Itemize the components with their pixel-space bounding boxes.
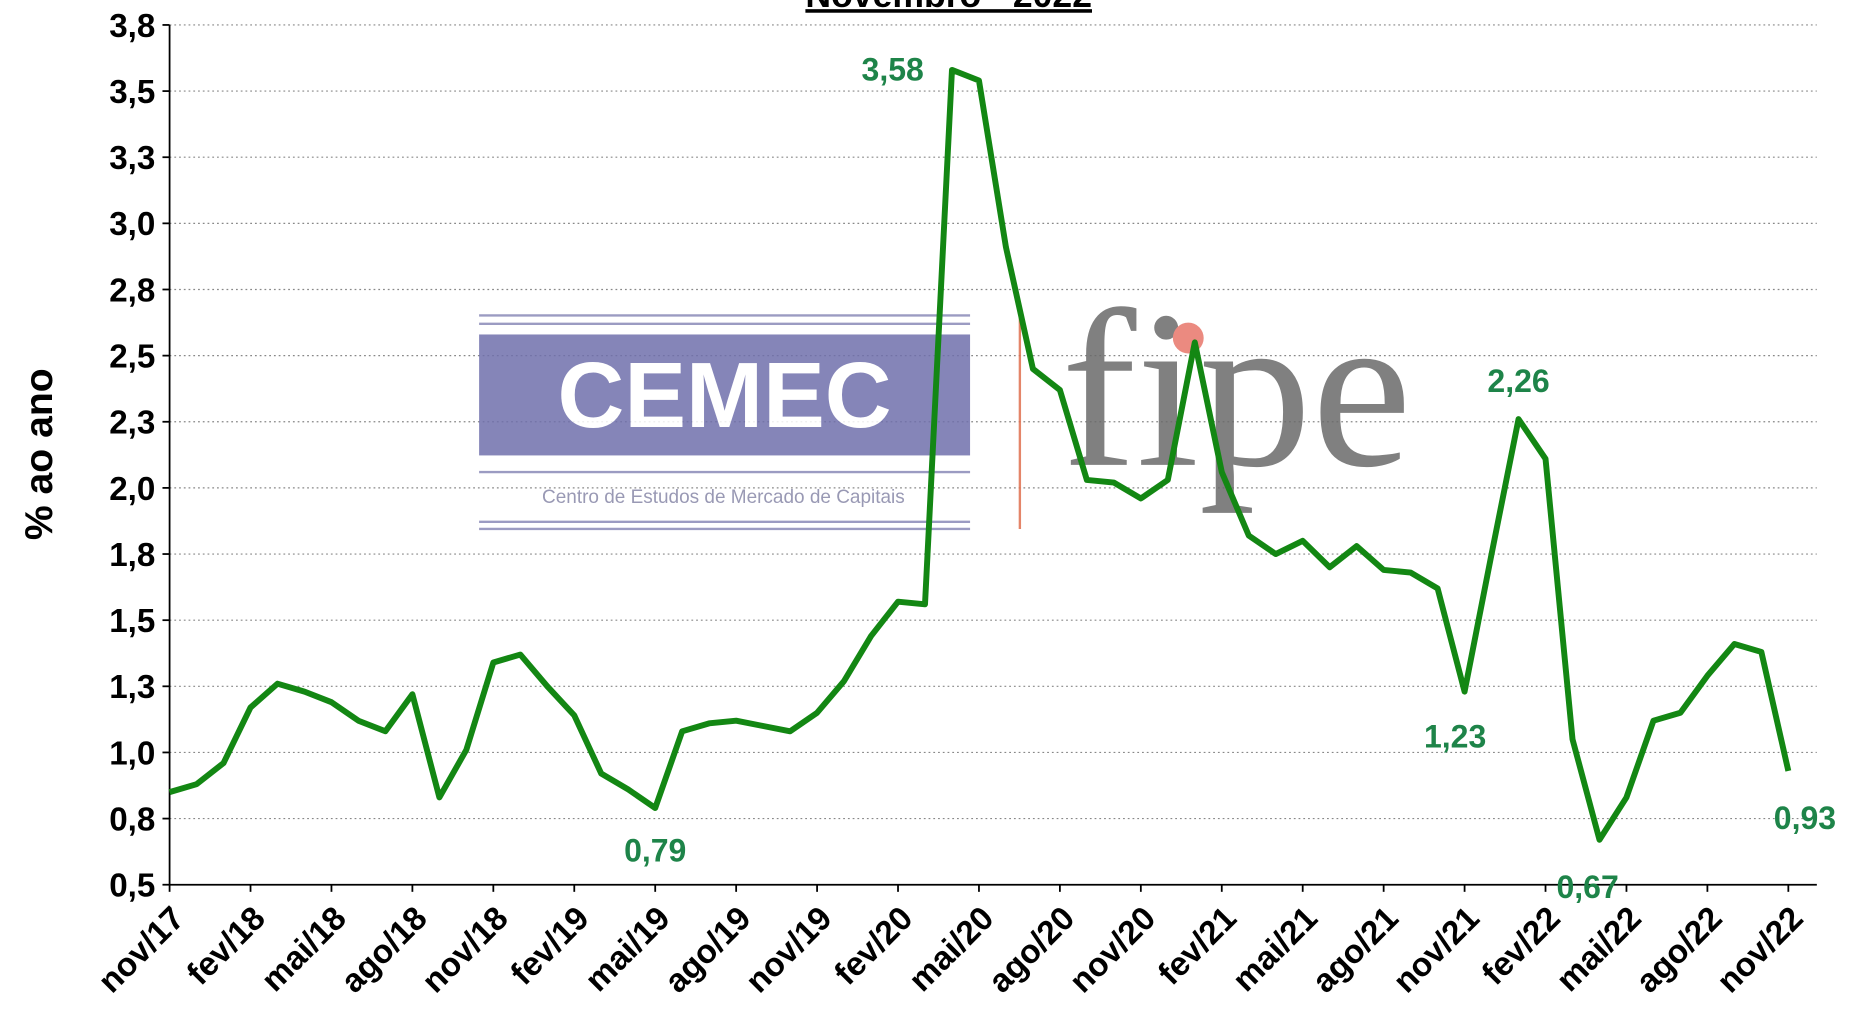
x-tick-label: mai/20 — [902, 900, 1001, 999]
fipe-logo: fipe — [1061, 264, 1411, 514]
x-tick-label: nov/22 — [1710, 900, 1811, 1001]
y-tick-label: 2,8 — [109, 272, 155, 309]
y-tick-label: 3,3 — [109, 140, 155, 177]
x-tick-label: mai/22 — [1549, 900, 1648, 999]
x-tick-label: ago/22 — [1629, 900, 1730, 1001]
data-label: 3,58 — [862, 52, 924, 88]
cemec-box — [479, 334, 971, 456]
y-tick-label: 1,8 — [109, 537, 155, 574]
x-tick-label: nov/21 — [1386, 900, 1487, 1001]
x-tick-label: ago/20 — [982, 900, 1083, 1001]
y-tick-label: 0,8 — [109, 801, 155, 838]
grid — [169, 24, 1817, 886]
logos: CEMEC Centro de Estudos de Mercado de Ca… — [479, 264, 1412, 531]
x-tick-label: nov/20 — [1063, 900, 1164, 1001]
x-tick-label: mai/21 — [1226, 900, 1325, 999]
y-tick-label: 2,5 — [109, 338, 155, 375]
x-tick-label: nov/19 — [739, 900, 840, 1001]
y-tick-label: 0,5 — [109, 868, 155, 905]
y-tick-label: 3,0 — [109, 206, 155, 243]
y-tick-label: 1,0 — [109, 735, 155, 772]
data-label: 0,79 — [624, 833, 686, 869]
x-tick-label: mai/18 — [254, 900, 353, 999]
data-label: 2,26 — [1487, 363, 1549, 399]
chart-title: Novembro - 2022 — [805, 0, 1092, 15]
y-tick-label: 1,3 — [109, 669, 155, 706]
y-tick-label: 1,5 — [109, 603, 155, 640]
cemec-subtitle: Centro de Estudos de Mercado de Capitais — [542, 487, 905, 508]
x-tick-label: ago/19 — [658, 900, 759, 1001]
data-label: 0,67 — [1556, 869, 1618, 905]
data-label: 0,93 — [1774, 800, 1836, 836]
data-label: 1,23 — [1424, 718, 1486, 754]
x-tick-label: mai/19 — [578, 900, 677, 999]
y-tick-label: 3,5 — [109, 74, 155, 111]
y-tick-label: 2,0 — [109, 471, 155, 508]
x-tick-label: ago/21 — [1305, 900, 1406, 1001]
y-axis-label: % ao ano — [18, 368, 61, 540]
y-tick-label: 3,8 — [109, 8, 155, 45]
cemec-logo: CEMEC — [558, 343, 892, 447]
line — [168, 66, 1792, 843]
y-tick-label: 2,3 — [109, 405, 155, 442]
x-tick-label: nov/17 — [91, 900, 192, 1001]
x-tick-label: nov/18 — [415, 900, 516, 1001]
x-tick-label: ago/18 — [334, 900, 435, 1001]
